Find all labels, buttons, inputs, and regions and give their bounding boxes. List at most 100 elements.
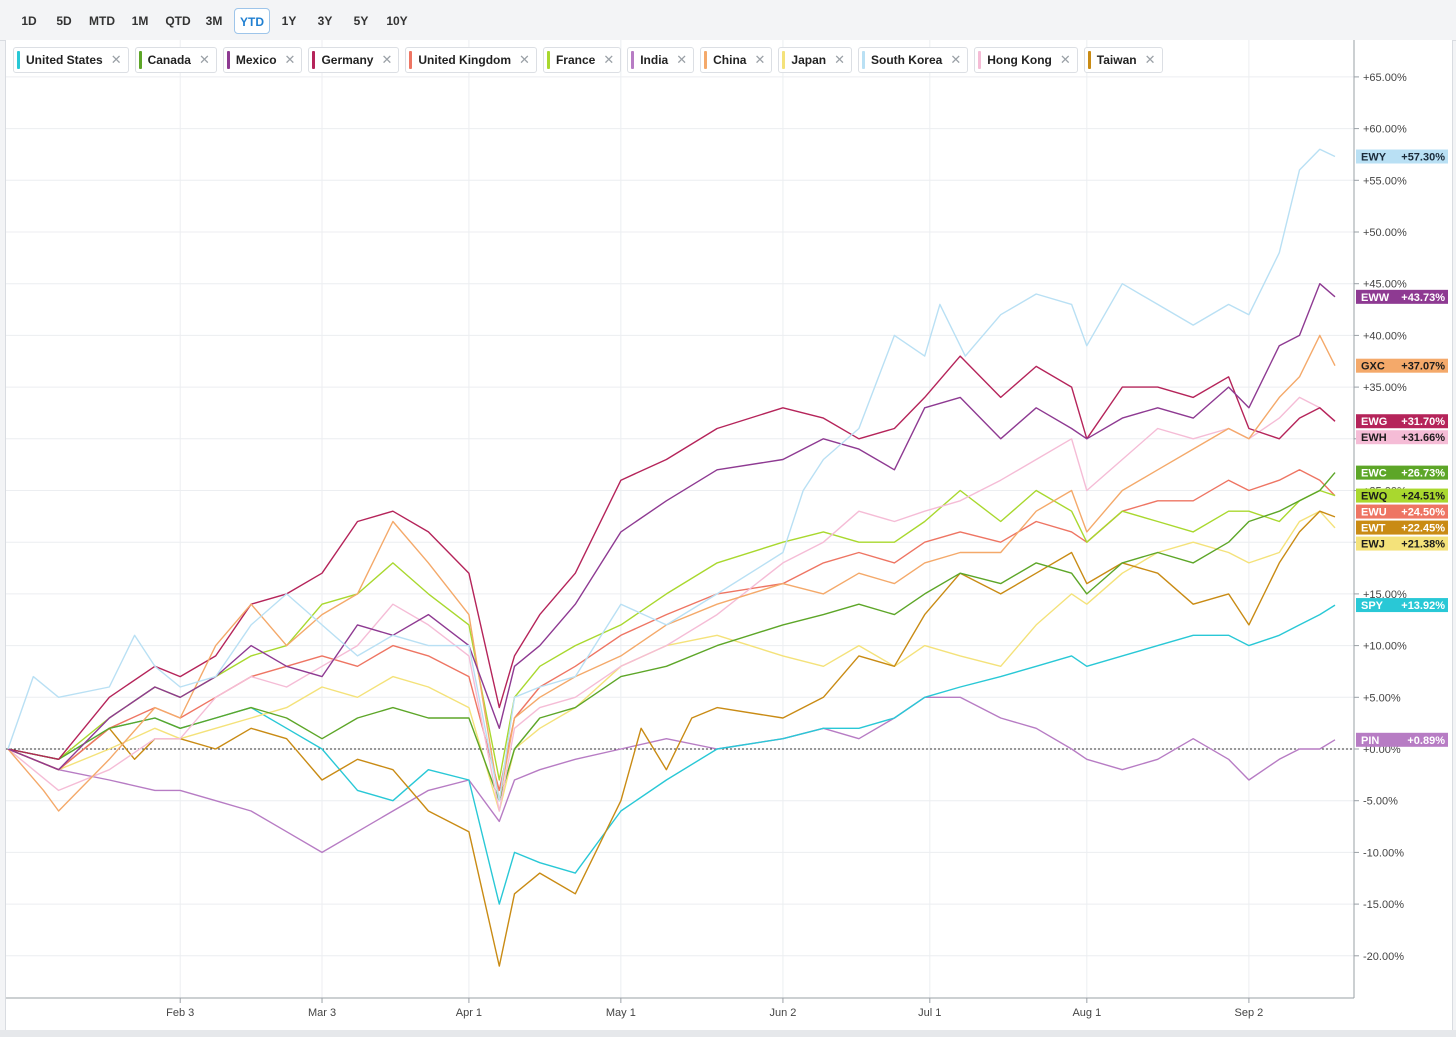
series-line-ewy	[7, 148, 1336, 802]
range-qtd-button[interactable]: QTD	[165, 14, 191, 28]
y-tick-label: +10.00%	[1363, 641, 1407, 653]
y-tick-label: +55.00%	[1363, 175, 1407, 187]
y-tick-label: +65.00%	[1363, 72, 1407, 84]
x-tick-label: Aug 1	[1072, 1007, 1101, 1019]
swatch-icon	[546, 51, 550, 69]
end-label-box-pin	[1356, 732, 1448, 747]
swatch-icon	[312, 51, 316, 69]
swatch-icon	[409, 51, 413, 69]
y-tick-label: +45.00%	[1363, 279, 1407, 291]
range-1d-button[interactable]: 1D	[21, 14, 37, 28]
end-label-value: +24.50%	[1401, 507, 1445, 519]
remove-icon[interactable]: ✕	[1144, 52, 1156, 67]
legend-chip-germany[interactable]: Germany ✕	[308, 47, 400, 73]
end-label-ticker: EWH	[1361, 432, 1387, 444]
end-label-box-ewg	[1356, 414, 1448, 429]
remove-icon[interactable]: ✕	[381, 52, 393, 67]
y-tick-label: -15.00%	[1363, 899, 1404, 911]
remove-icon[interactable]: ✕	[1059, 52, 1071, 67]
remove-icon[interactable]: ✕	[950, 52, 962, 67]
y-tick-label: -10.00%	[1363, 847, 1404, 859]
legend-label: South Korea	[870, 53, 943, 67]
legend-chip-united-kingdom[interactable]: United Kingdom ✕	[405, 47, 537, 73]
horizontal-scrollbar[interactable]	[0, 1030, 1456, 1037]
remove-icon[interactable]: ✕	[676, 52, 688, 67]
end-label-box-ewy	[1356, 149, 1448, 164]
remove-icon[interactable]: ✕	[519, 52, 530, 67]
range-5d-button[interactable]: 5D	[56, 14, 72, 28]
legend-chip-hong-kong[interactable]: Hong Kong ✕	[974, 47, 1078, 73]
end-label-value: +26.73%	[1401, 468, 1445, 480]
range-5y-button[interactable]: 5Y	[353, 14, 369, 28]
range-1y-button[interactable]: 1Y	[281, 14, 297, 28]
end-label-value: +43.73%	[1401, 292, 1445, 304]
legend-label: Taiwan	[1096, 53, 1137, 67]
end-label-value: +24.51%	[1401, 491, 1445, 503]
end-label-ticker: EWJ	[1361, 539, 1385, 551]
swatch-icon	[782, 51, 786, 69]
remove-icon[interactable]: ✕	[603, 52, 615, 67]
end-label-ticker: EWQ	[1361, 491, 1388, 503]
end-label-ticker: EWU	[1361, 507, 1387, 519]
y-tick-label: -20.00%	[1363, 951, 1404, 963]
end-label-ticker: EWC	[1361, 468, 1387, 480]
swatch-icon	[17, 51, 20, 69]
series-line-eww	[7, 283, 1336, 771]
x-tick-label: Jul 1	[918, 1007, 941, 1019]
remove-icon[interactable]: ✕	[110, 52, 122, 67]
x-tick-label: Apr 1	[456, 1007, 482, 1019]
legend-chip-mexico[interactable]: Mexico ✕	[222, 47, 303, 73]
legend-label: Canada	[147, 53, 191, 67]
legend-chip-canada[interactable]: Canada ✕	[134, 47, 217, 73]
legend-label: China	[713, 53, 747, 67]
legend-chip-france[interactable]: France ✕	[542, 47, 622, 73]
legend-chip-united-states[interactable]: United States ✕	[13, 47, 129, 73]
y-tick-label: +0.00%	[1363, 744, 1401, 756]
remove-icon[interactable]: ✕	[198, 52, 210, 67]
remove-icon[interactable]: ✕	[754, 52, 766, 67]
end-label-box-eww	[1356, 289, 1448, 304]
remove-icon[interactable]: ✕	[284, 52, 296, 67]
end-label-box-gxc	[1356, 358, 1448, 373]
range-3m-button[interactable]: 3M	[205, 14, 223, 28]
legend: United States ✕ Canada ✕ Mexico ✕ Germany ✕ …	[13, 47, 1163, 73]
end-label-ticker: EWY	[1361, 152, 1387, 164]
legend-chip-south-korea[interactable]: South Korea ✕	[857, 47, 969, 73]
end-label-value: +22.45%	[1401, 523, 1445, 535]
legend-label: Japan	[791, 53, 827, 67]
range-mtd-button[interactable]: MTD	[89, 14, 115, 28]
y-tick-label: +5.00%	[1363, 692, 1401, 704]
legend-chip-japan[interactable]: Japan ✕	[778, 47, 852, 73]
swatch-icon	[631, 51, 635, 69]
end-label-value: +13.92%	[1401, 600, 1445, 612]
range-1m-button[interactable]: 1M	[131, 14, 149, 28]
end-label-ticker: EWT	[1361, 523, 1386, 535]
end-label-box-ewt	[1356, 520, 1448, 535]
end-label-box-ewj	[1356, 536, 1448, 551]
x-tick-label: Jun 2	[769, 1007, 796, 1019]
remove-icon[interactable]: ✕	[834, 52, 845, 67]
y-tick-label: +50.00%	[1363, 227, 1407, 239]
end-label-ticker: PIN	[1361, 735, 1379, 747]
legend-chip-china[interactable]: China ✕	[700, 47, 773, 73]
range-10y-button[interactable]: 10Y	[386, 14, 408, 28]
legend-label: France	[555, 53, 596, 67]
series-line-ewu	[7, 469, 1336, 792]
legend-chip-taiwan[interactable]: Taiwan ✕	[1083, 47, 1163, 73]
y-tick-label: +40.00%	[1363, 330, 1407, 342]
chart-panel	[5, 40, 1453, 1030]
end-label-value: +0.89%	[1407, 735, 1445, 747]
end-label-ticker: EWW	[1361, 292, 1390, 304]
end-label-box-ewc	[1356, 465, 1448, 480]
swatch-icon	[226, 51, 230, 69]
end-label-value: +57.30%	[1401, 152, 1445, 164]
series-line-ewc	[7, 472, 1336, 802]
end-label-value: +31.66%	[1401, 432, 1445, 444]
y-tick-label: -5.00%	[1363, 796, 1398, 808]
range-ytd-button[interactable]: YTD	[234, 8, 270, 34]
range-3y-button[interactable]: 3Y	[317, 14, 333, 28]
y-tick-label: +15.00%	[1363, 589, 1407, 601]
legend-chip-india[interactable]: India ✕	[627, 47, 695, 73]
end-label-value: +21.38%	[1401, 539, 1445, 551]
